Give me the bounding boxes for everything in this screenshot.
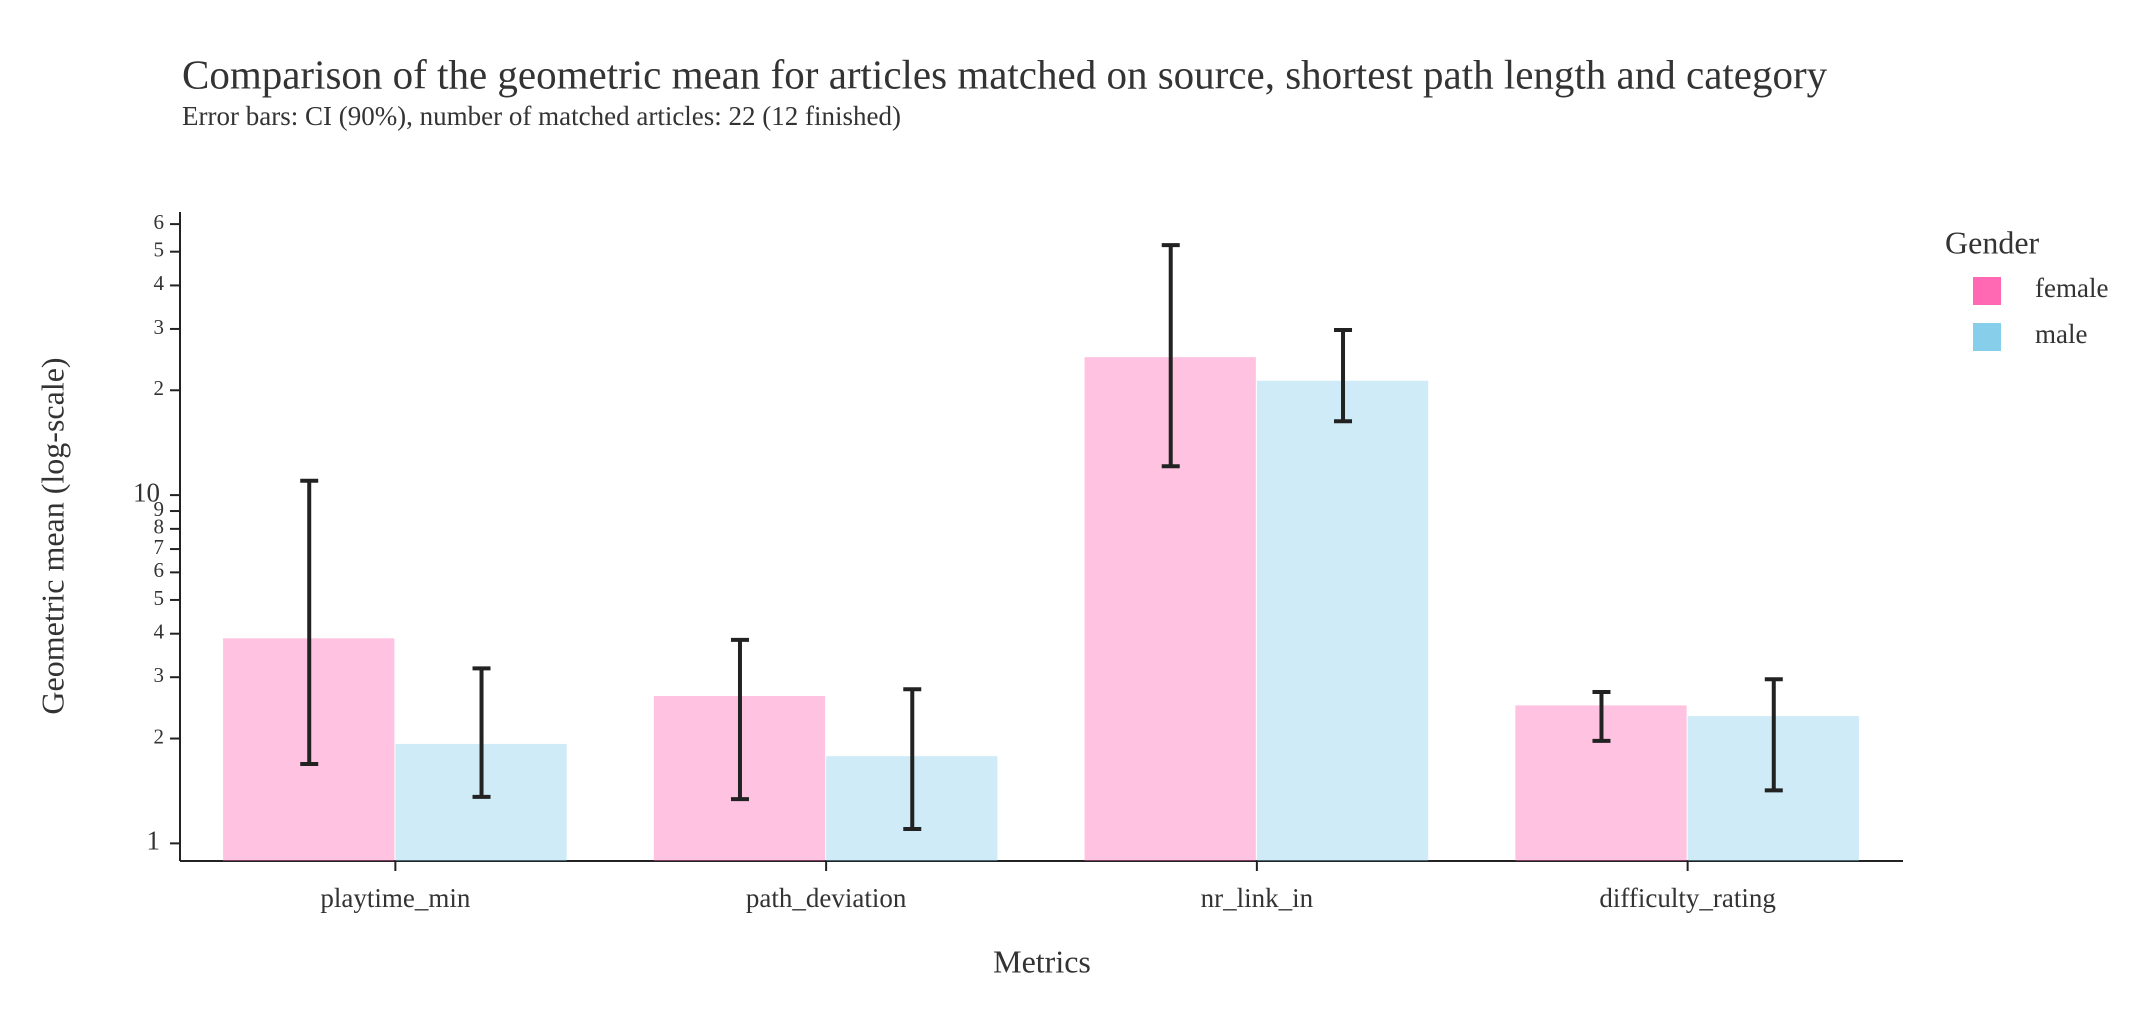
legend-title: Gender: [1945, 224, 2040, 260]
legend-label: female: [2035, 273, 2108, 303]
x-tick-label: path_deviation: [746, 883, 907, 913]
chart-subtitle: Error bars: CI (90%), number of matched …: [182, 101, 901, 131]
y-tick-label: 4: [154, 620, 165, 644]
y-tick-label: 2: [154, 376, 165, 400]
x-tick-label: nr_link_in: [1201, 883, 1314, 913]
x-tick-label: playtime_min: [320, 883, 470, 913]
y-tick-label: 5: [154, 586, 165, 610]
x-tick-label: difficulty_rating: [1599, 883, 1775, 913]
legend-label: male: [2035, 319, 2087, 349]
y-tick-label: 9: [154, 497, 165, 521]
legend-swatch: [1973, 323, 2001, 351]
y-axis-title: Geometric mean (log-scale): [34, 357, 70, 714]
x-axis-title: Metrics: [993, 943, 1091, 979]
y-tick-label: 2: [154, 724, 165, 748]
y-tick-label: 3: [154, 663, 165, 687]
y-tick-label: 10: [133, 477, 160, 507]
y-tick-label: 8: [154, 515, 165, 539]
legend-swatch: [1973, 277, 2001, 305]
y-tick-label: 3: [154, 315, 165, 339]
y-tick-label: 5: [154, 237, 165, 261]
y-tick-label: 7: [154, 535, 165, 559]
bar: [1256, 380, 1429, 861]
chart-title: Comparison of the geometric mean for art…: [182, 51, 1828, 97]
y-tick-label: 4: [154, 271, 165, 295]
y-tick-label: 6: [154, 210, 165, 234]
y-tick-label: 6: [154, 558, 165, 582]
y-tick-label: 1: [147, 826, 161, 856]
